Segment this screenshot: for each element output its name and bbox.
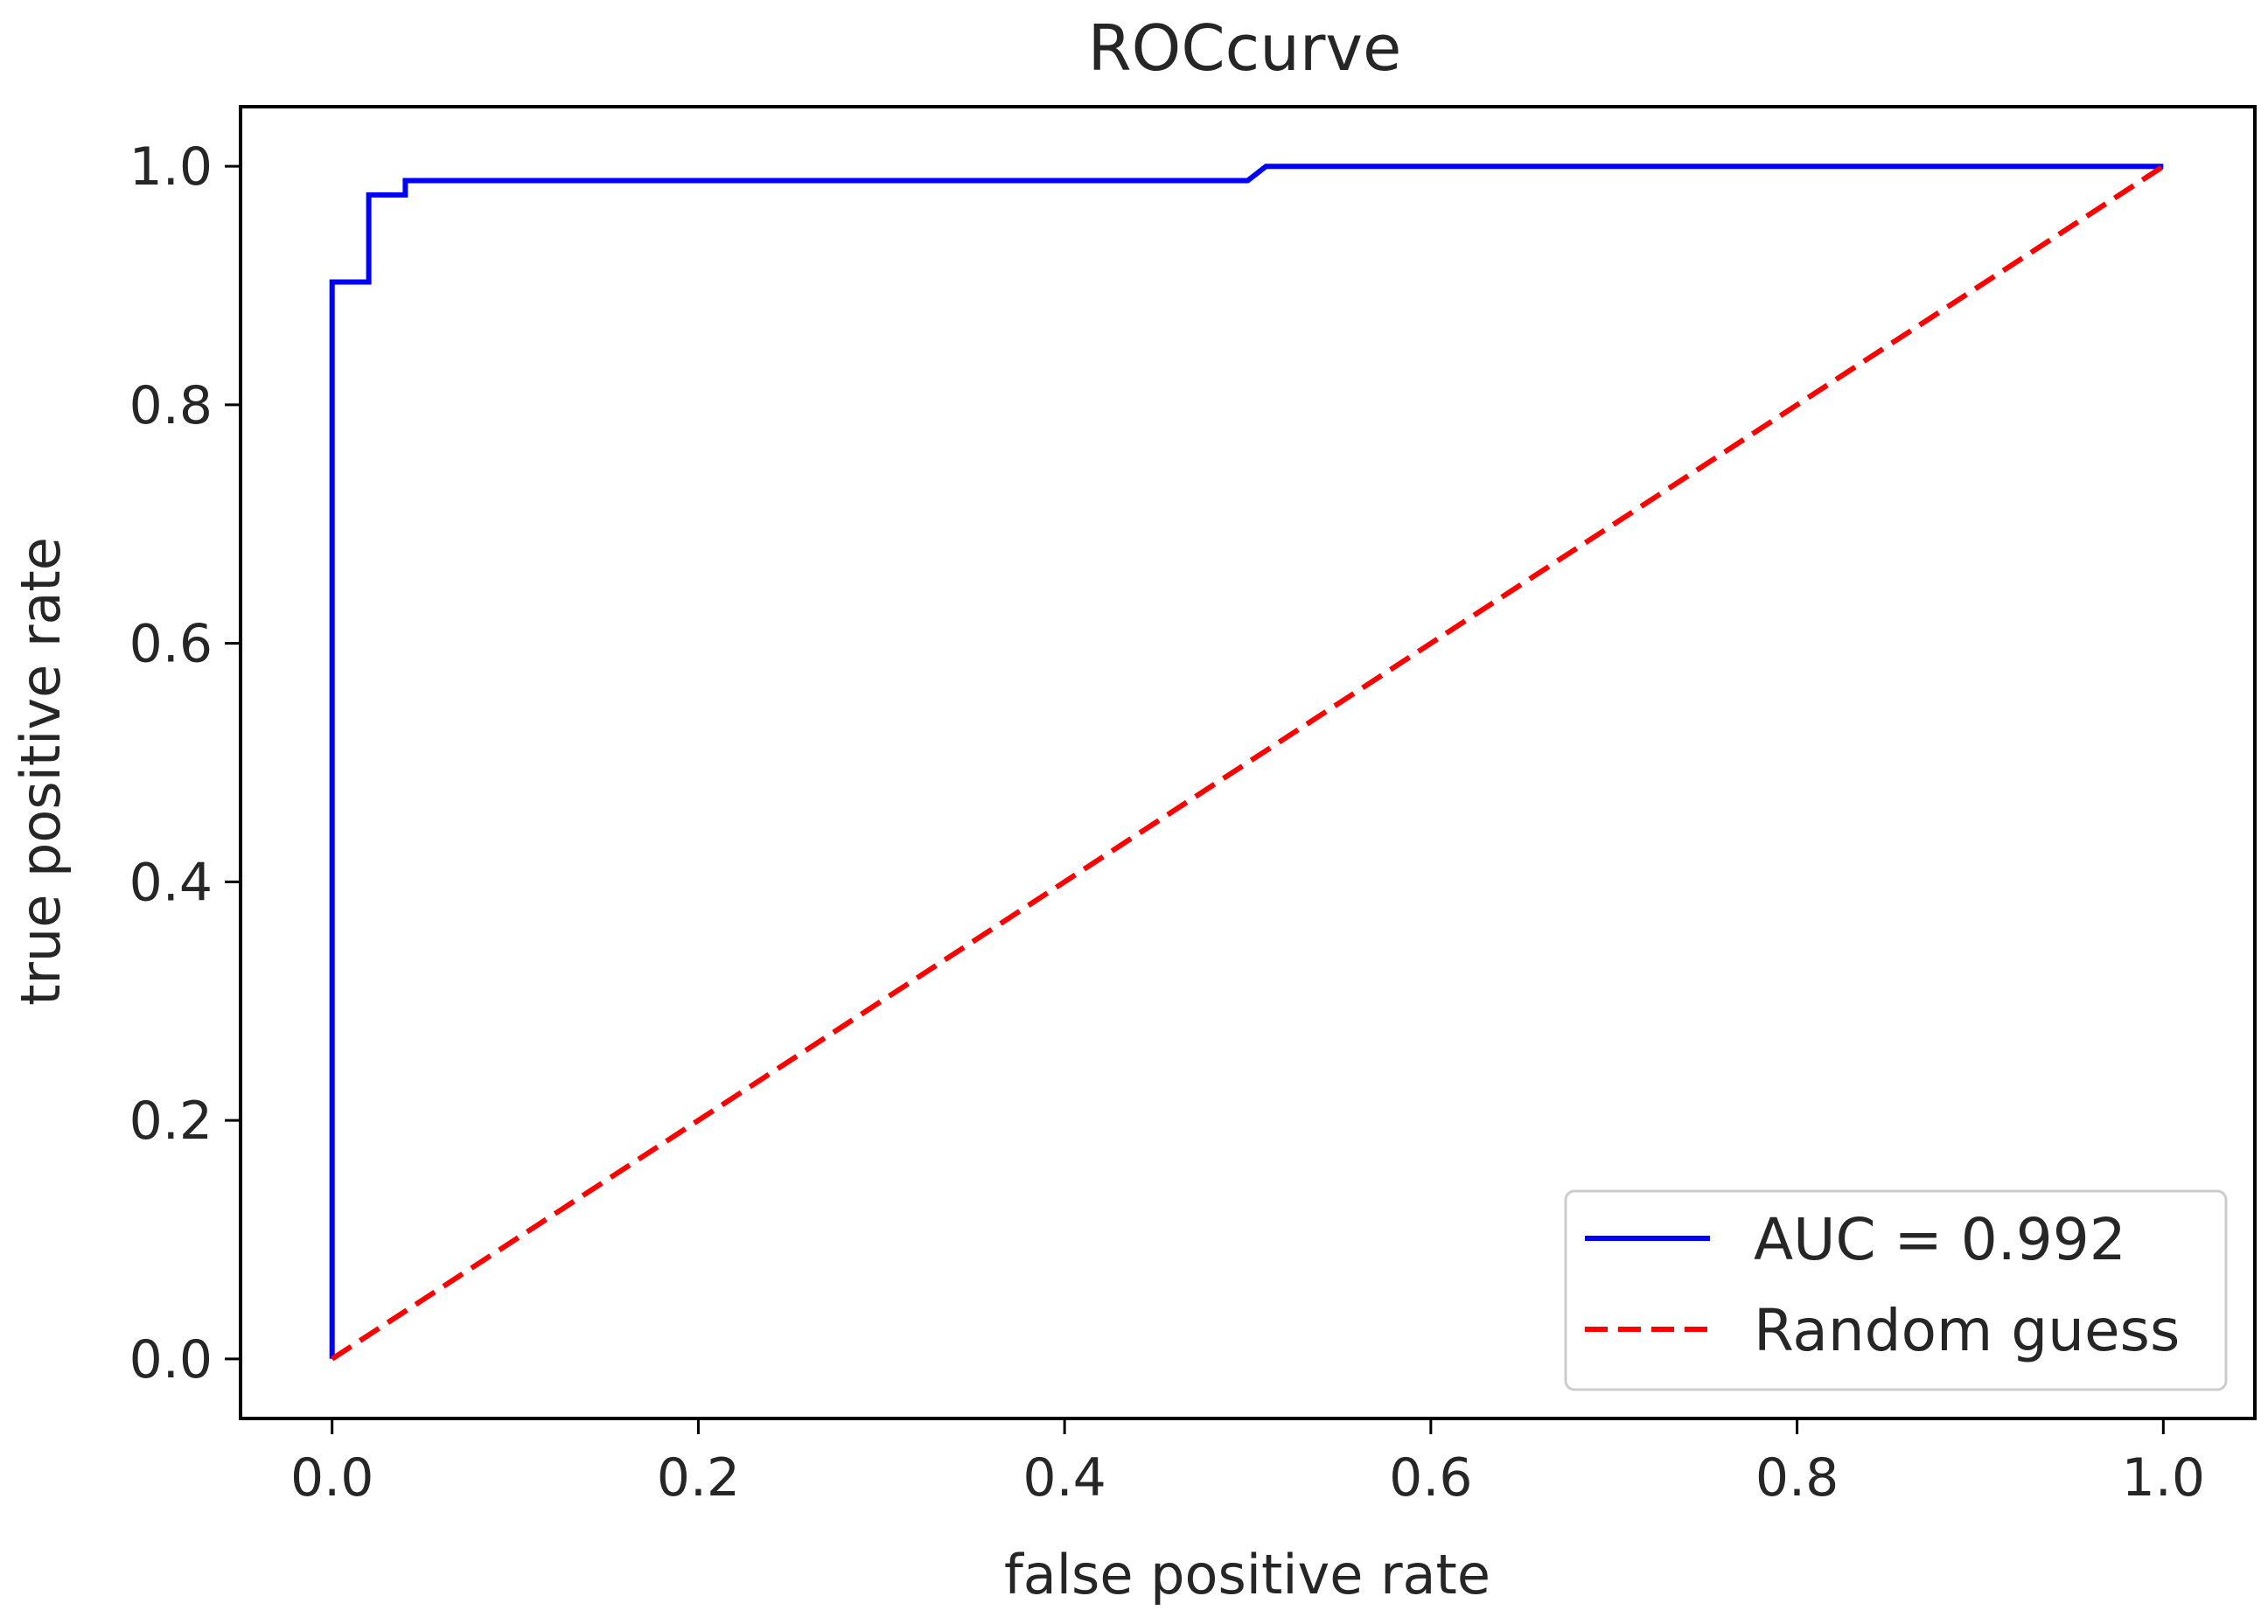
x-tick-label: 0.0 (290, 1447, 373, 1509)
roc-curve-line (329, 164, 2164, 1359)
legend-box (1564, 1189, 2228, 1391)
legend-label-random-guess: Random guess (1754, 1297, 2180, 1364)
x-tick-label: 0.8 (1755, 1447, 1839, 1509)
x-axis-label: false positive rate (1004, 1543, 1490, 1607)
x-axis-ticks: 0.0 0.2 0.4 0.6 0.8 1.0 (290, 1418, 2205, 1509)
y-tick-label: 0.4 (129, 852, 213, 913)
chart-title: ROCcurve (1088, 11, 1402, 85)
x-tick-label: 1.0 (2122, 1447, 2205, 1509)
legend-label-auc: AUC = 0.992 (1754, 1206, 2126, 1273)
y-axis-ticks: 0.0 0.2 0.4 0.6 0.8 1.0 (129, 136, 241, 1391)
y-tick-label: 1.0 (129, 136, 213, 198)
legend: AUC = 0.992 Random guess (1564, 1189, 2228, 1391)
series-layer (329, 164, 2165, 1362)
y-tick-label: 0.0 (129, 1329, 213, 1391)
random-guess-line (331, 164, 2165, 1362)
x-tick-label: 0.2 (657, 1447, 740, 1509)
y-axis-label: true positive rate (9, 537, 73, 1006)
y-tick-label: 0.2 (129, 1091, 213, 1152)
plot-area (239, 105, 2257, 1420)
x-tick-label: 0.4 (1022, 1447, 1106, 1509)
y-tick-label: 0.8 (129, 375, 213, 436)
x-tick-label: 0.6 (1389, 1447, 1472, 1509)
y-tick-label: 0.6 (129, 614, 213, 675)
axes-frame (239, 105, 2257, 1420)
